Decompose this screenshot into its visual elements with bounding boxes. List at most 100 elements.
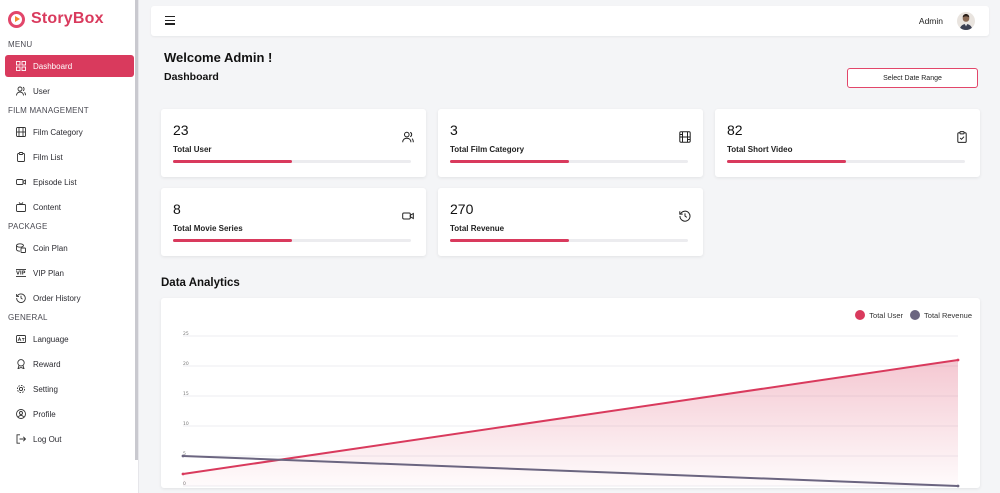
legend-label: Total Revenue <box>924 310 972 320</box>
gear-icon <box>16 384 26 394</box>
data-point <box>956 358 960 362</box>
y-tick-label: 5 <box>183 451 186 457</box>
sidebar-item-label: Setting <box>33 384 58 394</box>
stat-card-total-movie-series[interactable]: 8 Total Movie Series <box>161 188 426 256</box>
legend-dot <box>910 310 921 320</box>
stat-card-total-short-video[interactable]: 82 Total Short Video <box>715 109 980 177</box>
svg-text:VIP: VIP <box>16 271 26 277</box>
series-line-total-revenue <box>182 455 959 487</box>
stat-label: Total User <box>173 145 212 154</box>
section-menu: MENU <box>8 40 33 49</box>
legend-item-total-revenue[interactable]: Total Revenue <box>910 310 972 320</box>
legend-dot <box>855 310 866 320</box>
y-tick-label: 15 <box>183 391 189 397</box>
stat-label: Total Revenue <box>450 224 505 233</box>
sidebar-item-label: Episode List <box>33 177 77 187</box>
sidebar-item-vip-plan[interactable]: VIP VIP Plan <box>5 262 134 284</box>
stat-progress-fill <box>173 239 292 242</box>
film-icon <box>679 131 691 143</box>
tv-icon <box>16 202 26 212</box>
sidebar-item-film-category[interactable]: Film Category <box>5 121 134 143</box>
stat-progress-fill <box>450 239 569 242</box>
profile-icon <box>16 409 26 419</box>
legend-item-total-user[interactable]: Total User <box>855 310 903 320</box>
legend-label: Total User <box>869 310 904 320</box>
menu-toggle-icon[interactable] <box>165 16 175 25</box>
sidebar-item-label: Coin Plan <box>33 243 68 253</box>
award-icon <box>16 359 26 369</box>
sidebar-item-label: Content <box>33 202 62 212</box>
users-icon <box>16 86 26 96</box>
stat-card-total-user[interactable]: 23 Total User <box>161 109 426 177</box>
sidebar-item-label: Language <box>33 334 69 344</box>
clipboard-icon <box>16 152 26 162</box>
sidebar-item-profile[interactable]: Profile <box>5 403 134 425</box>
logo-play-icon <box>8 10 25 28</box>
app-name: StoryBox <box>31 10 104 27</box>
sidebar-item-coin-plan[interactable]: Coin Plan <box>5 237 134 259</box>
series-area-total-user <box>183 360 958 486</box>
sidebar-item-setting[interactable]: Setting <box>5 378 134 400</box>
sidebar-item-label: Reward <box>33 359 61 369</box>
stat-label: Total Movie Series <box>173 224 243 233</box>
stat-card-total-film-category[interactable]: 3 Total Film Category <box>438 109 703 177</box>
sidebar: StoryBox MENU Dashboard User FILM MANAGE… <box>0 0 139 493</box>
stat-progress-track <box>450 160 688 163</box>
sidebar-item-label: Log Out <box>33 434 62 444</box>
video-icon <box>402 210 414 222</box>
sidebar-item-reward[interactable]: Reward <box>5 353 134 375</box>
sidebar-item-label: Film Category <box>33 127 83 137</box>
stat-progress-fill <box>173 160 292 163</box>
stat-progress-track <box>173 160 411 163</box>
language-icon <box>16 334 26 344</box>
stat-card-total-revenue[interactable]: 270 Total Revenue <box>438 188 703 256</box>
stat-progress-fill <box>727 160 846 163</box>
sidebar-item-episode-list[interactable]: Episode List <box>5 171 134 193</box>
section-film-management: FILM MANAGEMENT <box>8 106 89 115</box>
sidebar-item-label: Dashboard <box>33 61 73 71</box>
section-package: PACKAGE <box>8 222 48 231</box>
sidebar-item-label: VIP Plan <box>33 268 64 278</box>
analytics-line-chart: 2520151050 <box>181 331 960 488</box>
stat-value: 3 <box>450 122 458 138</box>
y-tick-label: 25 <box>183 331 189 337</box>
sidebar-item-label: User <box>33 86 50 96</box>
sidebar-item-order-history[interactable]: Order History <box>5 287 134 309</box>
data-point <box>181 472 185 476</box>
app-logo[interactable]: StoryBox <box>0 0 138 38</box>
history-icon <box>679 210 691 222</box>
avatar[interactable] <box>957 12 975 30</box>
sidebar-scrollbar[interactable] <box>135 0 138 460</box>
sidebar-item-language[interactable]: Language <box>5 328 134 350</box>
sidebar-item-log-out[interactable]: Log Out <box>5 428 134 450</box>
video-icon <box>16 177 26 187</box>
y-tick-label: 10 <box>183 421 189 427</box>
sidebar-item-user[interactable]: User <box>5 80 134 102</box>
select-date-range-button[interactable]: Select Date Range <box>847 68 978 88</box>
stat-value: 23 <box>173 122 189 138</box>
history-icon <box>16 293 26 303</box>
sidebar-item-label: Film List <box>33 152 63 162</box>
analytics-chart-card: 2520151050 Total User Total Revenue <box>161 298 980 488</box>
analytics-title: Data Analytics <box>161 277 240 289</box>
film-icon <box>16 127 26 137</box>
stat-progress-track <box>727 160 965 163</box>
series-line-total-user <box>182 359 959 475</box>
sidebar-item-dashboard[interactable]: Dashboard <box>5 55 134 77</box>
sidebar-item-film-list[interactable]: Film List <box>5 146 134 168</box>
admin-name[interactable]: Admin <box>918 16 943 26</box>
stat-label: Total Film Category <box>450 145 525 154</box>
sidebar-item-content[interactable]: Content <box>5 196 134 218</box>
data-point <box>956 484 960 488</box>
section-general: GENERAL <box>8 313 48 322</box>
stat-progress-fill <box>450 160 569 163</box>
sidebar-item-label: Order History <box>33 293 81 303</box>
vip-icon: VIP <box>16 268 26 278</box>
coins-icon <box>16 243 26 253</box>
users-icon <box>402 131 414 143</box>
sidebar-item-label: Profile <box>33 409 56 419</box>
logout-icon <box>16 434 26 444</box>
stat-progress-track <box>173 239 411 242</box>
stat-value: 82 <box>727 122 743 138</box>
dashboard-grid-icon <box>16 61 26 71</box>
